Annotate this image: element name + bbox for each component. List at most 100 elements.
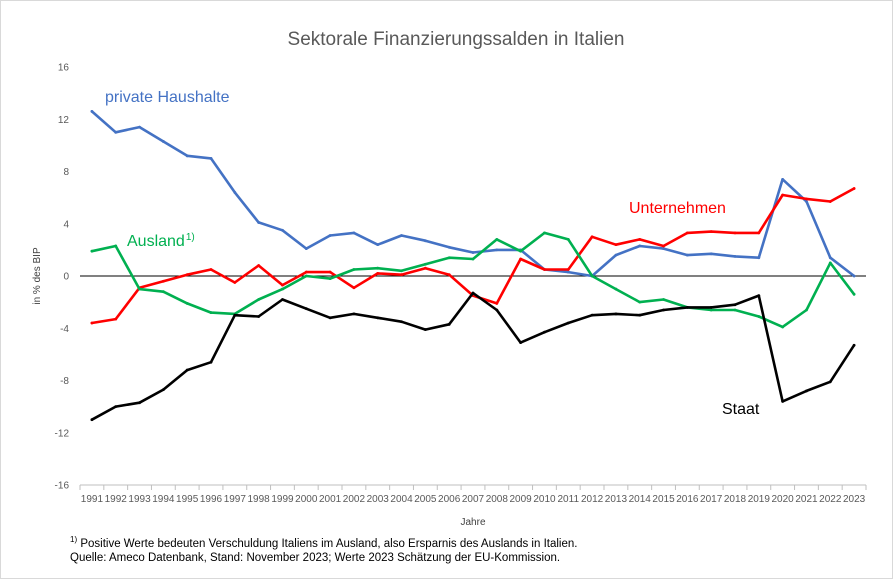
x-tick-label: 2000 bbox=[295, 494, 318, 505]
y-tick-label: -8 bbox=[60, 376, 69, 387]
data-point-unternehmen bbox=[114, 317, 118, 321]
data-point-ausland bbox=[638, 300, 642, 304]
data-point-ausland bbox=[757, 315, 761, 318]
x-tick-label: 2013 bbox=[605, 494, 628, 505]
data-point-staat bbox=[423, 328, 427, 331]
series-label-private-haushalte: private Haushalte bbox=[105, 89, 230, 106]
data-point-private-haushalte bbox=[328, 234, 332, 237]
x-tick-label: 1996 bbox=[200, 494, 223, 505]
data-point-staat bbox=[209, 360, 213, 364]
data-point-ausland bbox=[566, 238, 570, 241]
data-point-unternehmen bbox=[400, 273, 403, 277]
x-tick-label: 2014 bbox=[629, 494, 652, 505]
x-tick-label: 2011 bbox=[558, 494, 580, 505]
x-tick-label: 1995 bbox=[176, 494, 199, 505]
x-tick-label: 2009 bbox=[510, 494, 533, 505]
data-point-ausland bbox=[161, 290, 165, 294]
footnote: 1) Positive Werte bedeuten Verschuldung … bbox=[70, 535, 577, 550]
y-tick-label: -4 bbox=[60, 324, 69, 335]
footnote-text: Positive Werte bedeuten Verschuldung Ita… bbox=[77, 537, 578, 550]
data-point-unternehmen bbox=[447, 273, 451, 277]
data-point-ausland bbox=[138, 287, 141, 291]
data-point-ausland bbox=[328, 277, 332, 281]
data-point-ausland bbox=[662, 298, 665, 301]
x-tick-label: 2016 bbox=[676, 494, 699, 505]
data-point-ausland bbox=[852, 292, 856, 296]
data-point-unternehmen bbox=[638, 238, 642, 241]
y-tick-label: 12 bbox=[58, 115, 70, 126]
footnote-marker: 1) bbox=[70, 535, 78, 544]
data-point-private-haushalte bbox=[400, 234, 403, 237]
y-tick-label: 4 bbox=[63, 219, 69, 230]
x-tick-label: 2021 bbox=[795, 494, 818, 505]
data-point-staat bbox=[161, 388, 165, 392]
data-point-staat bbox=[828, 380, 832, 384]
y-axis-label: in % des BIP bbox=[32, 247, 43, 305]
data-point-staat bbox=[709, 305, 713, 309]
data-point-staat bbox=[685, 305, 689, 309]
data-point-ausland bbox=[376, 266, 380, 270]
data-point-staat bbox=[733, 303, 737, 307]
data-point-staat bbox=[519, 341, 523, 345]
data-point-staat bbox=[590, 313, 594, 317]
data-point-private-haushalte bbox=[423, 239, 427, 243]
data-point-private-haushalte bbox=[161, 140, 165, 143]
x-tick-label: 2002 bbox=[343, 494, 366, 505]
source-note: Quelle: Ameco Datenbank, Stand: November… bbox=[70, 552, 561, 564]
data-point-ausland bbox=[828, 261, 832, 265]
data-point-unternehmen bbox=[328, 270, 332, 274]
data-point-ausland bbox=[519, 249, 523, 253]
data-point-private-haushalte bbox=[114, 130, 118, 134]
y-axis: 16 12 8 4 0 -4 -8 -12 -16 bbox=[55, 63, 70, 492]
data-point-staat bbox=[257, 315, 261, 318]
x-tick-label: 2020 bbox=[772, 494, 795, 505]
data-point-unternehmen bbox=[281, 283, 284, 287]
y-tick-label: 0 bbox=[63, 272, 69, 283]
data-point-private-haushalte bbox=[614, 253, 618, 257]
y-tick-label: 8 bbox=[63, 167, 69, 178]
data-point-private-haushalte bbox=[495, 248, 499, 252]
series-labels: private Haushalte Unternehmen Ausland1) Sta… bbox=[105, 89, 760, 418]
x-tick-label: 2012 bbox=[581, 494, 604, 505]
data-point-unternehmen bbox=[161, 279, 165, 283]
data-point-private-haushalte bbox=[781, 177, 785, 181]
data-point-private-haushalte bbox=[304, 247, 308, 250]
y-tick-label: -16 bbox=[55, 481, 70, 492]
x-tick-label: 2010 bbox=[533, 494, 556, 505]
data-point-ausland bbox=[209, 311, 213, 314]
data-point-staat bbox=[447, 322, 451, 326]
data-point-private-haushalte bbox=[471, 251, 475, 254]
data-point-unternehmen bbox=[90, 321, 94, 325]
data-point-staat bbox=[328, 316, 332, 320]
x-tick-label: 2005 bbox=[414, 494, 437, 505]
data-point-unternehmen bbox=[304, 270, 308, 274]
data-point-ausland bbox=[423, 262, 427, 266]
chart-title: Sektorale Finanzierungssalden in Italien bbox=[288, 29, 625, 50]
data-point-unternehmen bbox=[566, 268, 570, 271]
data-point-unternehmen bbox=[805, 197, 808, 201]
data-point-ausland bbox=[733, 308, 737, 312]
x-tick-label: 2003 bbox=[367, 494, 390, 505]
data-point-unternehmen bbox=[257, 264, 261, 267]
data-point-ausland bbox=[281, 287, 284, 291]
x-tick-label: 1993 bbox=[128, 494, 151, 505]
data-point-staat bbox=[471, 291, 475, 295]
data-point-staat bbox=[281, 298, 284, 301]
data-point-unternehmen bbox=[733, 231, 737, 235]
data-point-private-haushalte bbox=[757, 256, 761, 260]
data-point-staat bbox=[662, 308, 665, 312]
data-point-unternehmen bbox=[519, 257, 523, 261]
data-point-private-haushalte bbox=[828, 256, 832, 260]
data-point-private-haushalte bbox=[638, 244, 642, 248]
data-point-unternehmen bbox=[757, 231, 761, 235]
x-tick-label: 2006 bbox=[438, 494, 461, 505]
data-point-unternehmen bbox=[376, 271, 380, 275]
x-tick-label: 1998 bbox=[248, 494, 271, 505]
data-point-ausland bbox=[447, 256, 451, 260]
data-point-staat bbox=[638, 313, 642, 317]
data-point-ausland bbox=[400, 269, 403, 273]
data-point-private-haushalte bbox=[852, 274, 856, 278]
x-tick-label: 2022 bbox=[819, 494, 842, 505]
